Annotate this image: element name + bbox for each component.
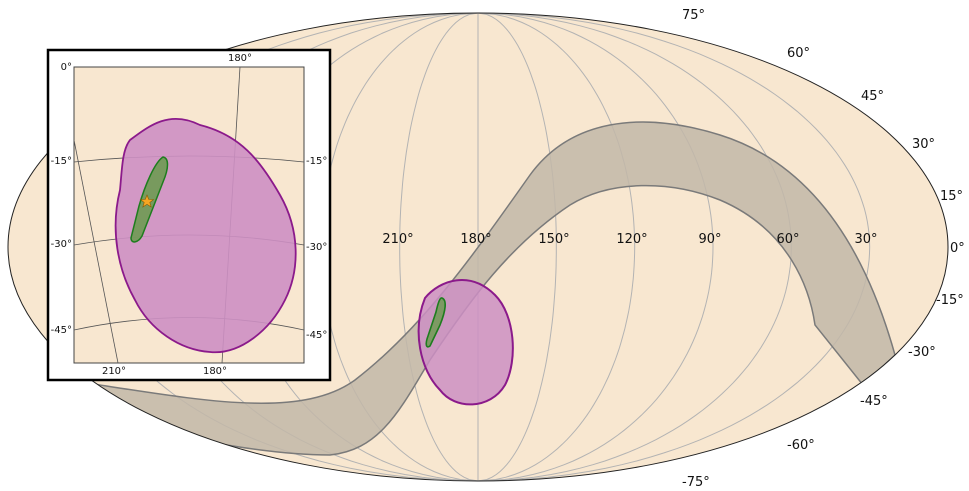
grid-meridian <box>477 13 871 481</box>
ra-tick-label: 90° <box>698 232 721 247</box>
dec-tick-label: -60° <box>787 438 815 453</box>
dec-tick-label: 75° <box>682 8 705 23</box>
ra-tick-label: 120° <box>616 232 647 247</box>
dec-tick-label: 45° <box>861 89 884 104</box>
inset-y-tick-label-right: -30° <box>306 242 327 253</box>
dec-tick-labels: 75° 60° 45° 30° 15° 0° -15° -30° -45° -6… <box>682 8 965 490</box>
inset-y-tick-label-left: -45° <box>51 325 72 336</box>
inset-x-tick-label: 180° <box>203 366 227 377</box>
inset-y-tick-label-right: -45° <box>306 330 327 341</box>
sky-outline <box>7 12 949 482</box>
inset-y-tick-label-left: 0° <box>61 62 72 73</box>
inset-y-tick-label-right: -15° <box>306 156 327 167</box>
dec-tick-label: 60° <box>787 46 810 61</box>
inset-marker-star <box>139 194 155 208</box>
dec-tick-label: -30° <box>908 345 936 360</box>
ra-tick-label: 150° <box>538 232 569 247</box>
grid-meridian <box>477 13 636 481</box>
narrow-localization-region <box>425 297 446 348</box>
ra-tick-label: 210° <box>382 232 413 247</box>
dec-tick-label: 0° <box>950 241 965 256</box>
grid-meridian <box>477 13 557 481</box>
inset-x-tick-label: 180° <box>228 53 252 64</box>
inset-y-tick-label-left: -30° <box>51 239 72 250</box>
ra-tick-label: 180° <box>460 232 491 247</box>
dec-tick-label: -75° <box>682 475 710 490</box>
grid-meridian <box>477 13 714 481</box>
inset-y-tick-label-left: -15° <box>51 156 72 167</box>
dec-tick-label: -15° <box>936 293 964 308</box>
ra-tick-labels: 210° 180° 150° 120° 90° 60° 30° <box>382 232 877 247</box>
inset-panel: 180° 210° 180° 0° -15° -30° -45° -15° -3… <box>46 48 332 382</box>
ra-tick-label: 30° <box>854 232 877 247</box>
dec-tick-label: 30° <box>912 137 935 152</box>
grid-meridian <box>399 13 479 481</box>
ra-tick-label: 60° <box>776 232 799 247</box>
dec-tick-label: -45° <box>860 394 888 409</box>
dec-tick-label: 15° <box>940 189 963 204</box>
inset-x-tick-label: 210° <box>102 366 126 377</box>
